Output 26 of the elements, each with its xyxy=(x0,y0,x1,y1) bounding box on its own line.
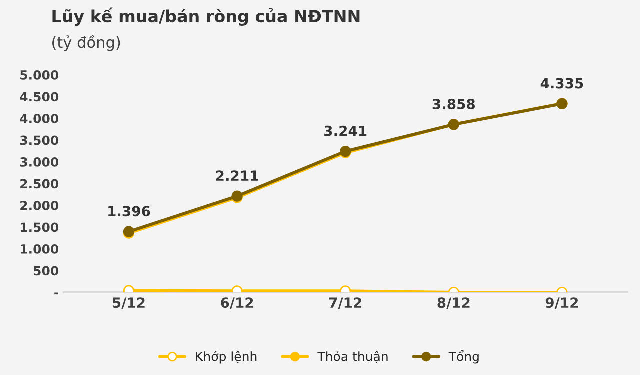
data-label: 2.211 xyxy=(216,170,258,181)
chart-subtitle: (tỷ đồng) xyxy=(52,35,120,52)
x-tick-label: 7/12 xyxy=(329,298,362,310)
data-label: 4.335 xyxy=(540,78,584,89)
y-tick-label: 3.500 xyxy=(20,136,59,146)
x-tick-label: 9/12 xyxy=(546,298,578,310)
y-tick-label: 1.500 xyxy=(21,222,59,232)
legend-label: Khớp lệnh xyxy=(196,351,257,364)
y-tick-label: 2.000 xyxy=(20,200,59,210)
legend-label: Thỏa thuận xyxy=(318,351,388,364)
y-tick-label: 4.500 xyxy=(20,92,59,102)
y-tick-label: 3.000 xyxy=(20,157,59,167)
y-tick-label: 5.000 xyxy=(20,70,59,80)
y-tick-label: 4.000 xyxy=(20,114,59,124)
data-label: 3.858 xyxy=(432,98,476,110)
data-label: 1.396 xyxy=(108,206,150,217)
chart-title: Lũy kế mua/bán ròng của NĐTNN xyxy=(52,8,360,26)
x-tick-label: 5/12 xyxy=(113,298,145,310)
x-tick-label: 8/12 xyxy=(438,298,470,310)
y-tick-label: 1.000 xyxy=(21,244,59,254)
y-tick-label: 2.500 xyxy=(20,179,59,189)
y-tick-label: 500 xyxy=(34,266,59,276)
y-tick-label: - xyxy=(54,292,58,295)
legend-label: Tổng xyxy=(448,350,479,364)
data-label: 3.241 xyxy=(324,126,367,136)
x-tick-label: 6/12 xyxy=(221,298,254,310)
